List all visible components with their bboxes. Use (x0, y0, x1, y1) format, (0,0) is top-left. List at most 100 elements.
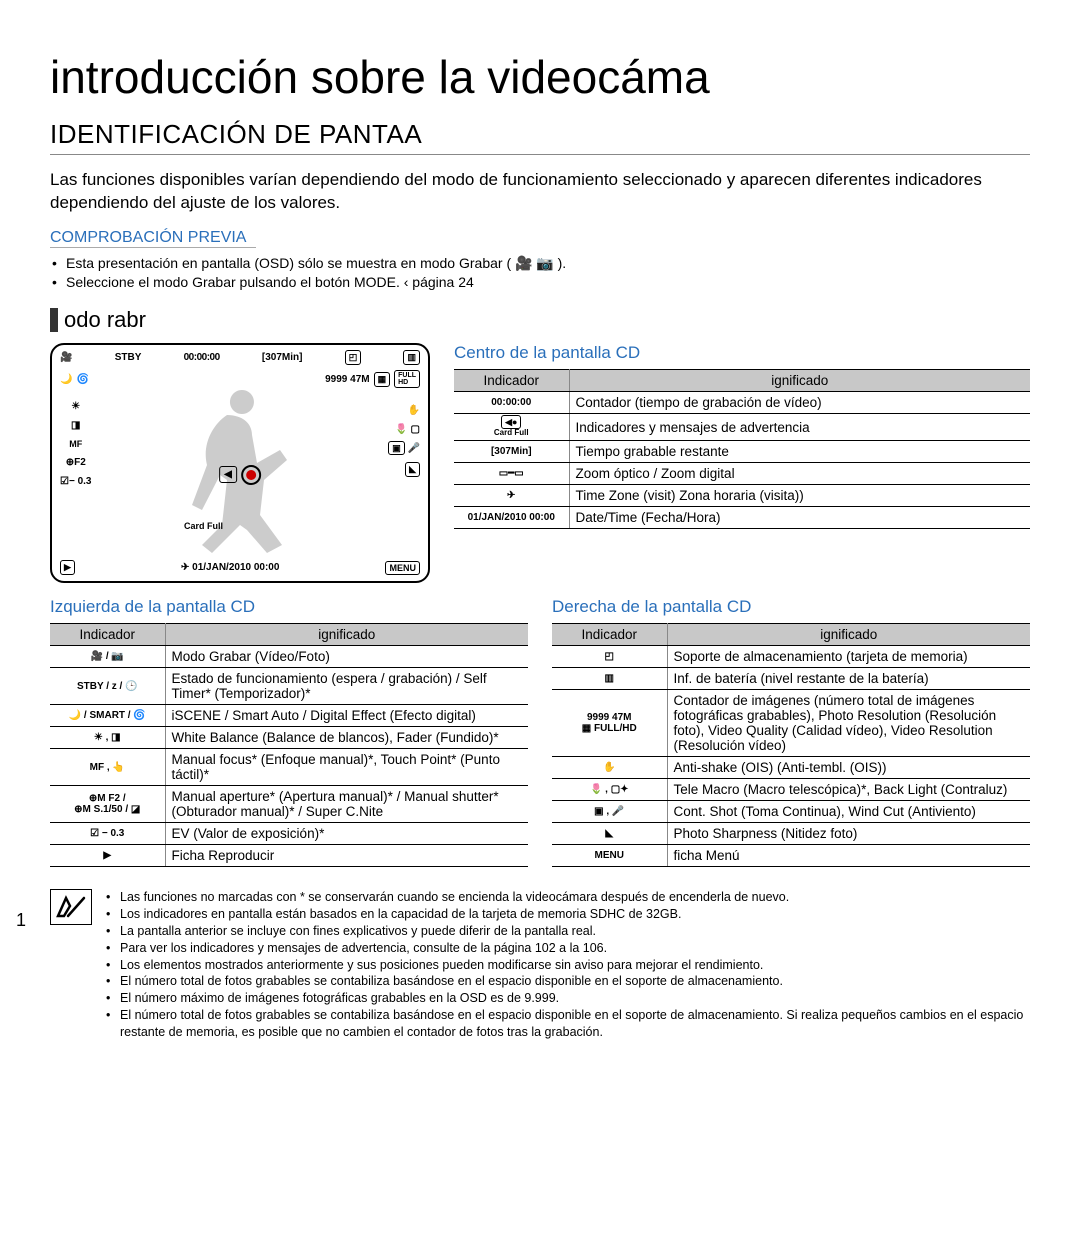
contshot-icon: ▣ (388, 441, 405, 455)
table-row: ⊕M F2 / ⊕M S.1/50 / ◪Manual aperture* (A… (50, 786, 528, 823)
table-row: ☀ , ◨White Balance (Balance de blancos),… (50, 727, 528, 749)
note-item: Los elementos mostrados anteriormente y … (106, 957, 1030, 974)
rec-indicator: ◀ (219, 465, 261, 485)
indicator-cell: MENU (552, 845, 667, 867)
meaning-cell: Time Zone (visit) Zona horaria (visita)) (569, 485, 1030, 507)
lcd-preview: 🎥 STBY 00:00:00 [307Min] ◰ ▥ 🌙 🌀 9999 47… (50, 343, 430, 583)
note-item: El número total de fotos grabables se co… (106, 1007, 1030, 1041)
note-item: El número total de fotos grabables se co… (106, 973, 1030, 990)
indicator-cell: ◀●Card Full (454, 414, 569, 441)
ev-icon: ☑− 0.3 (60, 476, 92, 487)
indicator-cell: 00:00:00 (454, 392, 569, 414)
table-row: ◰Soporte de almacenamiento (tarjeta de m… (552, 646, 1030, 668)
page-title: introducción sobre la videocáma (50, 50, 1030, 104)
th-meaning: ignificado (165, 624, 528, 646)
indicator-cell: [307Min] (454, 441, 569, 463)
video-icon: 🎥 (60, 352, 72, 363)
note-icon (50, 889, 92, 925)
photo-count: 9999 47M (325, 374, 369, 385)
wb-icon: ☀ (60, 401, 92, 412)
table-row: ▥Inf. de batería (nivel restante de la b… (552, 668, 1030, 690)
quality-icon: ▦ (374, 372, 391, 387)
table-row: 9999 47M ▦ FULL/HDContador de imágenes (… (552, 690, 1030, 757)
table-row: ▶Ficha Reproducir (50, 845, 528, 867)
table-row: ◀●Card FullIndicadores y mensajes de adv… (454, 414, 1030, 441)
th-meaning: ignificado (569, 370, 1030, 392)
note-item: Para ver los indicadores y mensajes de a… (106, 940, 1030, 957)
mode-heading: odo rabr (50, 307, 1030, 333)
backlight-icon: ▢ (411, 424, 420, 435)
indicator-cell: 9999 47M ▦ FULL/HD (552, 690, 667, 757)
table-row: MF , 👆Manual focus* (Enfoque manual)*, T… (50, 749, 528, 786)
table-row: ◣Photo Sharpness (Nitidez foto) (552, 823, 1030, 845)
time-counter: 00:00:00 (184, 352, 220, 363)
table-row: ✈Time Zone (visit) Zona horaria (visita)… (454, 485, 1030, 507)
effect-icon: 🌀 (76, 374, 88, 385)
cardfull-text: Card Full (184, 521, 223, 531)
indicator-cell: MF , 👆 (50, 749, 165, 786)
table-row: ▣ , 🎤Cont. Shot (Toma Continua), Wind Cu… (552, 801, 1030, 823)
meaning-cell: Contador (tiempo de grabación de vídeo) (569, 392, 1030, 414)
ois-icon: ✋ (408, 405, 420, 416)
meaning-cell: Indicadores y mensajes de advertencia (569, 414, 1030, 441)
indicator-cell: ▣ , 🎤 (552, 801, 667, 823)
stby-indicator: STBY (115, 352, 142, 363)
scene-icon: 🌙 (60, 374, 72, 385)
table-row: STBY / z / 🕒Estado de funcionamiento (es… (50, 668, 528, 705)
indicator-cell: 🎥 / 📷 (50, 646, 165, 668)
meaning-cell: Tiempo grabable restante (569, 441, 1030, 463)
windcut-icon: 🎤 (408, 443, 420, 454)
indicator-cell: STBY / z / 🕒 (50, 668, 165, 705)
precheck-item: Seleccione el modo Grabar pulsando el bo… (50, 273, 1030, 293)
th-indicator: Indicador (552, 624, 667, 646)
table-row: ▭━▭Zoom óptico / Zoom digital (454, 463, 1030, 485)
meaning-cell: Manual focus* (Enfoque manual)*, Touch P… (165, 749, 528, 786)
meaning-cell: Tele Macro (Macro telescópica)*, Back Li… (667, 779, 1030, 801)
meaning-cell: Zoom óptico / Zoom digital (569, 463, 1030, 485)
menu-tab: MENU (385, 561, 420, 575)
center-table: Indicador ignificado 00:00:00Contador (t… (454, 369, 1030, 529)
meaning-cell: ficha Menú (667, 845, 1030, 867)
left-table: Indicador ignificado 🎥 / 📷Modo Grabar (V… (50, 623, 528, 867)
table-row: 🌷 , ▢✦Tele Macro (Macro telescópica)*, B… (552, 779, 1030, 801)
mf-icon: MF (60, 439, 92, 449)
note-item: El número máximo de imágenes fotográfica… (106, 990, 1030, 1007)
precheck-label: COMPROBACIÓN PREVIA (50, 229, 256, 248)
right-table: Indicador ignificado ◰Soporte de almacen… (552, 623, 1030, 867)
meaning-cell: Inf. de batería (nivel restante de la ba… (667, 668, 1030, 690)
indicator-cell: ▶ (50, 845, 165, 867)
notes-list: Las funciones no marcadas con * se conse… (106, 889, 1030, 1041)
table-row: ✋Anti-shake (OIS) (Anti-tembl. (OIS)) (552, 757, 1030, 779)
meaning-cell: Soporte de almacenamiento (tarjeta de me… (667, 646, 1030, 668)
meaning-cell: Cont. Shot (Toma Continua), Wind Cut (An… (667, 801, 1030, 823)
sharpness-icon: ◣ (405, 462, 420, 477)
note-item: Las funciones no marcadas con * se conse… (106, 889, 1030, 906)
resolution-icon: FULLHD (394, 370, 420, 388)
indicator-cell: ▭━▭ (454, 463, 569, 485)
precheck-list: Esta presentación en pantalla (OSD) sólo… (50, 254, 1030, 293)
indicator-cell: ⊕M F2 / ⊕M S.1/50 / ◪ (50, 786, 165, 823)
table-row: ☑ − 0.3EV (Valor de exposición)* (50, 823, 528, 845)
meaning-cell: iSCENE / Smart Auto / Digital Effect (Ef… (165, 705, 528, 727)
table-row: 00:00:00Contador (tiempo de grabación de… (454, 392, 1030, 414)
indicator-cell: ✋ (552, 757, 667, 779)
macro-icon: 🌷 (395, 424, 407, 435)
note-item: Los indicadores en pantalla están basado… (106, 906, 1030, 923)
indicator-cell: ☀ , ◨ (50, 727, 165, 749)
indicator-cell: ▥ (552, 668, 667, 690)
table-row: 01/JAN/2010 00:00Date/Time (Fecha/Hora) (454, 507, 1030, 529)
indicator-cell: 🌷 , ▢✦ (552, 779, 667, 801)
meaning-cell: Photo Sharpness (Nitidez foto) (667, 823, 1030, 845)
th-meaning: ignificado (667, 624, 1030, 646)
precheck-item: Esta presentación en pantalla (OSD) sólo… (50, 254, 1030, 274)
indicator-cell: 🌙 / SMART / 🌀 (50, 705, 165, 727)
left-table-title: Izquierda de la pantalla CD (50, 597, 528, 617)
intro-text: Las funciones disponibles varían dependi… (50, 169, 1030, 215)
datetime-text: 01/JAN/2010 00:00 (192, 562, 279, 573)
indicator-cell: ✈ (454, 485, 569, 507)
indicator-cell: 01/JAN/2010 00:00 (454, 507, 569, 529)
meaning-cell: Estado de funcionamiento (espera / graba… (165, 668, 528, 705)
th-indicator: Indicador (50, 624, 165, 646)
table-row: MENUficha Menú (552, 845, 1030, 867)
aperture-icon: ⊕F2 (60, 457, 92, 468)
